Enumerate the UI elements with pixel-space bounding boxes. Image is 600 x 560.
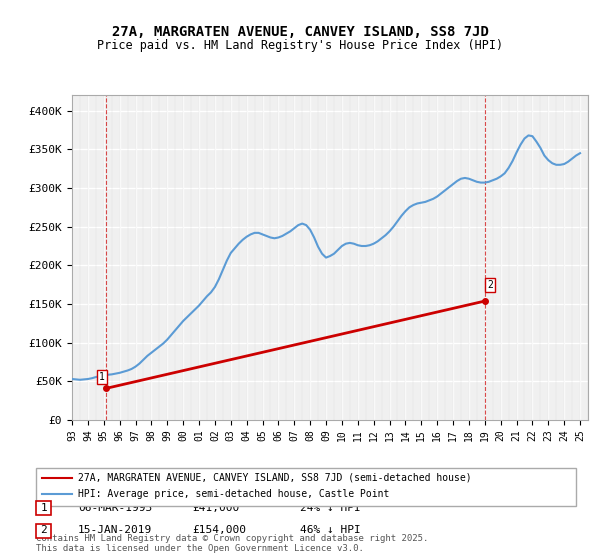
Text: 1: 1 [99, 372, 104, 382]
Text: 1: 1 [40, 503, 47, 513]
Text: 46% ↓ HPI: 46% ↓ HPI [300, 525, 361, 535]
Text: £154,000: £154,000 [192, 525, 246, 535]
Text: Price paid vs. HM Land Registry's House Price Index (HPI): Price paid vs. HM Land Registry's House … [97, 39, 503, 52]
Text: £41,000: £41,000 [192, 503, 239, 513]
Text: 2: 2 [40, 525, 47, 535]
Text: HPI: Average price, semi-detached house, Castle Point: HPI: Average price, semi-detached house,… [78, 489, 389, 500]
Text: 24% ↓ HPI: 24% ↓ HPI [300, 503, 361, 513]
Text: 06-MAR-1995: 06-MAR-1995 [78, 503, 152, 513]
Text: 27A, MARGRATEN AVENUE, CANVEY ISLAND, SS8 7JD (semi-detached house): 27A, MARGRATEN AVENUE, CANVEY ISLAND, SS… [78, 473, 472, 483]
Text: 27A, MARGRATEN AVENUE, CANVEY ISLAND, SS8 7JD: 27A, MARGRATEN AVENUE, CANVEY ISLAND, SS… [112, 25, 488, 39]
Text: Contains HM Land Registry data © Crown copyright and database right 2025.
This d: Contains HM Land Registry data © Crown c… [36, 534, 428, 553]
Text: 2: 2 [487, 281, 493, 291]
Text: 15-JAN-2019: 15-JAN-2019 [78, 525, 152, 535]
